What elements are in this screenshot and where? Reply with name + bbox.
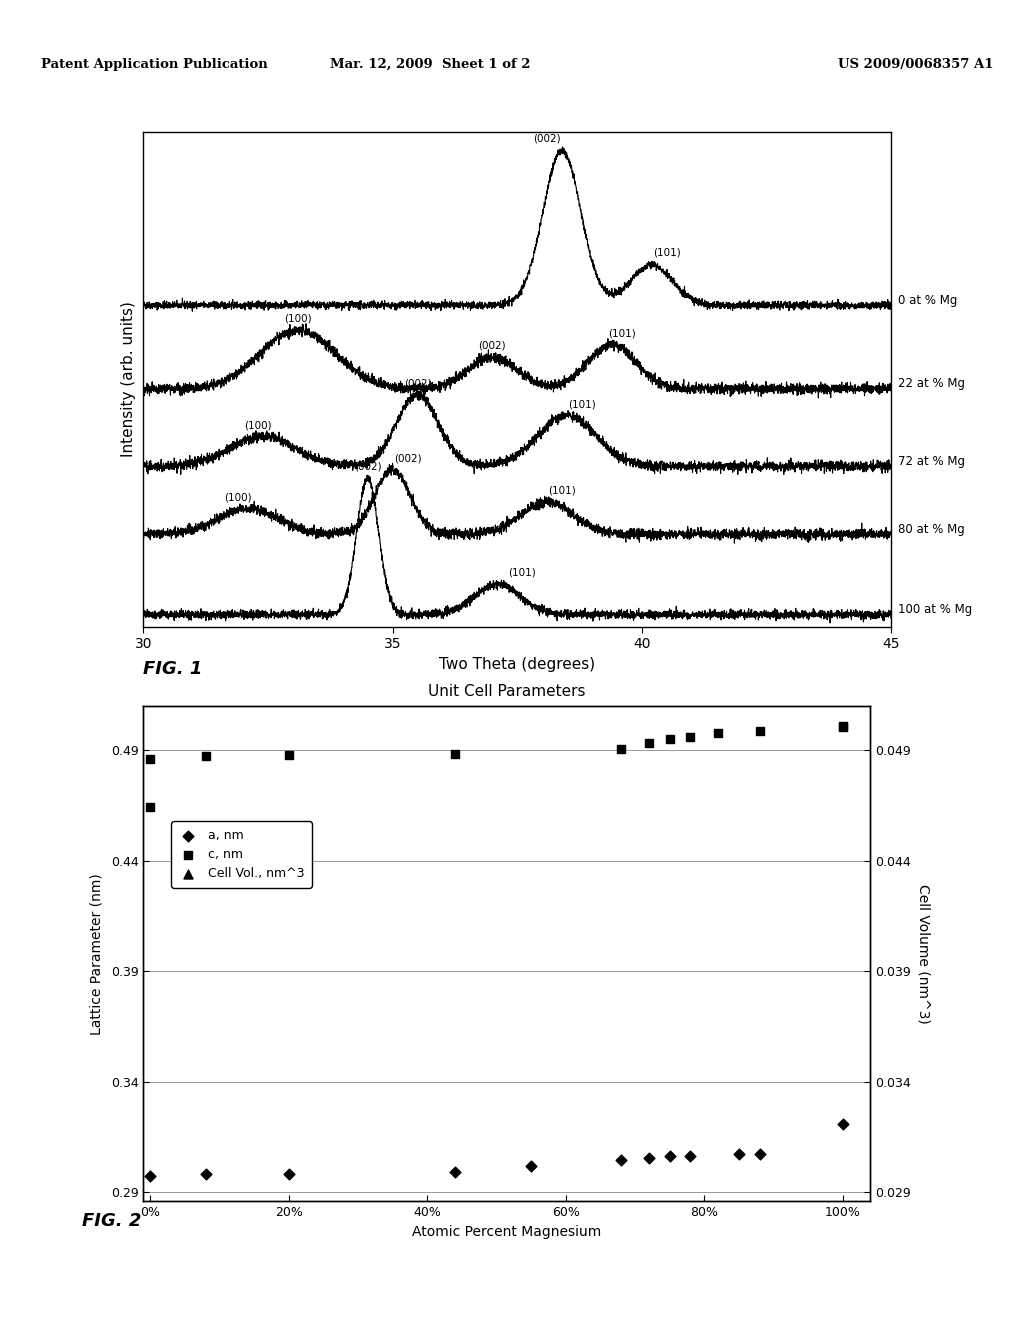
c, nm [142, 796, 159, 817]
Text: (002): (002) [403, 379, 431, 389]
a, nm [142, 1166, 159, 1187]
a, nm [752, 1143, 768, 1164]
c, nm [835, 715, 851, 737]
c, nm [835, 717, 851, 738]
Text: (002): (002) [354, 461, 381, 471]
a, nm [731, 1143, 748, 1164]
Text: (101): (101) [548, 486, 575, 496]
Y-axis label: Lattice Parameter (nm): Lattice Parameter (nm) [90, 873, 103, 1035]
a, nm [446, 1162, 463, 1183]
Legend: a, nm, c, nm, Cell Vol., nm^3: a, nm, c, nm, Cell Vol., nm^3 [171, 821, 311, 888]
a, nm [641, 1147, 657, 1168]
Text: (101): (101) [508, 568, 536, 578]
Text: FIG. 2: FIG. 2 [82, 1212, 141, 1230]
c, nm [752, 719, 768, 741]
Text: (100): (100) [244, 420, 271, 430]
Text: 80 at % Mg: 80 at % Mg [898, 523, 965, 536]
c, nm [142, 748, 159, 770]
a, nm [835, 1113, 851, 1134]
Text: (002): (002) [478, 341, 506, 350]
a, nm [198, 1163, 214, 1184]
Text: US 2009/0068357 A1: US 2009/0068357 A1 [838, 58, 993, 71]
Text: FIG. 1: FIG. 1 [143, 660, 203, 678]
Text: (002): (002) [534, 133, 561, 143]
Text: (101): (101) [568, 399, 596, 409]
X-axis label: Two Theta (degrees): Two Theta (degrees) [439, 657, 595, 672]
Text: (101): (101) [608, 329, 636, 338]
c, nm [281, 744, 297, 766]
c, nm [613, 739, 630, 760]
Text: (101): (101) [652, 248, 681, 257]
c, nm [682, 726, 698, 747]
Text: 72 at % Mg: 72 at % Mg [898, 454, 966, 467]
Text: (002): (002) [393, 453, 421, 463]
a, nm [523, 1155, 540, 1176]
Y-axis label: Cell Volume (nm^3): Cell Volume (nm^3) [916, 884, 931, 1023]
Text: 100 at % Mg: 100 at % Mg [898, 603, 973, 616]
Y-axis label: Intensity (arb. units): Intensity (arb. units) [122, 301, 136, 458]
Text: 22 at % Mg: 22 at % Mg [898, 378, 966, 391]
a, nm [662, 1146, 678, 1167]
Text: Patent Application Publication: Patent Application Publication [41, 58, 267, 71]
Text: (100): (100) [224, 492, 252, 502]
c, nm [446, 743, 463, 764]
Text: (100): (100) [284, 314, 311, 323]
c, nm [662, 729, 678, 750]
X-axis label: Atomic Percent Magnesium: Atomic Percent Magnesium [413, 1225, 601, 1238]
Title: Unit Cell Parameters: Unit Cell Parameters [428, 685, 586, 700]
a, nm [281, 1163, 297, 1184]
c, nm [710, 722, 726, 743]
c, nm [198, 746, 214, 767]
c, nm [641, 733, 657, 754]
Text: Mar. 12, 2009  Sheet 1 of 2: Mar. 12, 2009 Sheet 1 of 2 [330, 58, 530, 71]
a, nm [613, 1150, 630, 1171]
Text: 0 at % Mg: 0 at % Mg [898, 294, 957, 306]
a, nm [682, 1146, 698, 1167]
